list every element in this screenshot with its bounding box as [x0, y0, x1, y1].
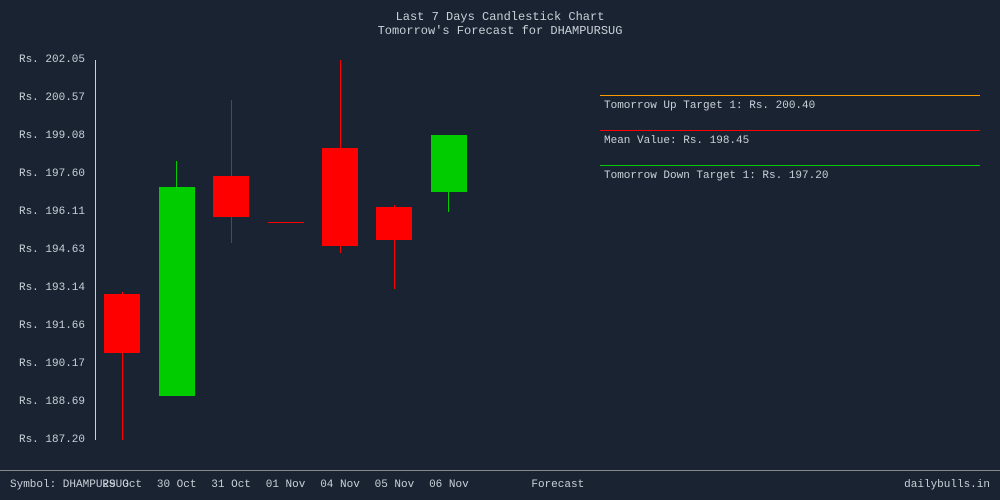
x-tick-label: 30 Oct: [157, 479, 197, 491]
y-tick-label: Rs. 187.20: [19, 434, 85, 446]
x-tick-label: 06 Nov: [429, 479, 469, 491]
candle-body: [213, 176, 249, 217]
chart-title-area: Last 7 Days Candlestick Chart Tomorrow's…: [0, 0, 1000, 38]
legend-line: [600, 165, 980, 166]
x-tick-label: Forecast: [531, 479, 584, 491]
legend-item: Tomorrow Up Target 1: Rs. 200.40: [600, 95, 980, 112]
legend-line: [600, 95, 980, 96]
y-tick-label: Rs. 197.60: [19, 168, 85, 180]
legend-item: Mean Value: Rs. 198.45: [600, 130, 980, 147]
legend-line: [600, 130, 980, 131]
brand-label: dailybulls.in: [904, 479, 990, 491]
y-tick-label: Rs. 191.66: [19, 320, 85, 332]
y-tick-label: Rs. 202.05: [19, 54, 85, 66]
candle-tick: [268, 222, 304, 223]
chart-title-line2: Tomorrow's Forecast for DHAMPURSUG: [0, 24, 1000, 38]
legend-text: Tomorrow Down Target 1: Rs. 197.20: [600, 170, 980, 182]
candle-body: [322, 148, 358, 245]
y-axis: Rs. 202.05Rs. 200.57Rs. 199.08Rs. 197.60…: [0, 60, 90, 440]
x-tick-label: 01 Nov: [266, 479, 306, 491]
candle-body: [159, 187, 195, 397]
candle-body: [431, 135, 467, 191]
y-tick-label: Rs. 196.11: [19, 206, 85, 218]
legend-text: Tomorrow Up Target 1: Rs. 200.40: [600, 100, 980, 112]
legend-text: Mean Value: Rs. 198.45: [600, 135, 980, 147]
x-tick-label: 05 Nov: [375, 479, 415, 491]
chart-title-line1: Last 7 Days Candlestick Chart: [0, 10, 1000, 24]
candle-wick: [231, 100, 232, 243]
legend: Tomorrow Up Target 1: Rs. 200.40 Mean Val…: [600, 95, 980, 200]
candle-body: [376, 207, 412, 240]
legend-item: Tomorrow Down Target 1: Rs. 197.20: [600, 165, 980, 182]
x-tick-label: 04 Nov: [320, 479, 360, 491]
candlestick-plot: [95, 60, 585, 440]
x-tick-label: 31 Oct: [211, 479, 251, 491]
y-axis-line: [95, 60, 96, 440]
y-tick-label: Rs. 199.08: [19, 130, 85, 142]
y-tick-label: Rs. 190.17: [19, 358, 85, 370]
x-tick-label: 29 Oct: [102, 479, 142, 491]
y-tick-label: Rs. 194.63: [19, 244, 85, 256]
candle-body: [104, 294, 140, 353]
x-axis: Symbol: DHAMPURSUG dailybulls.in 29 Oct3…: [0, 470, 1000, 500]
y-tick-label: Rs. 200.57: [19, 92, 85, 104]
y-tick-label: Rs. 188.69: [19, 396, 85, 408]
y-tick-label: Rs. 193.14: [19, 282, 85, 294]
